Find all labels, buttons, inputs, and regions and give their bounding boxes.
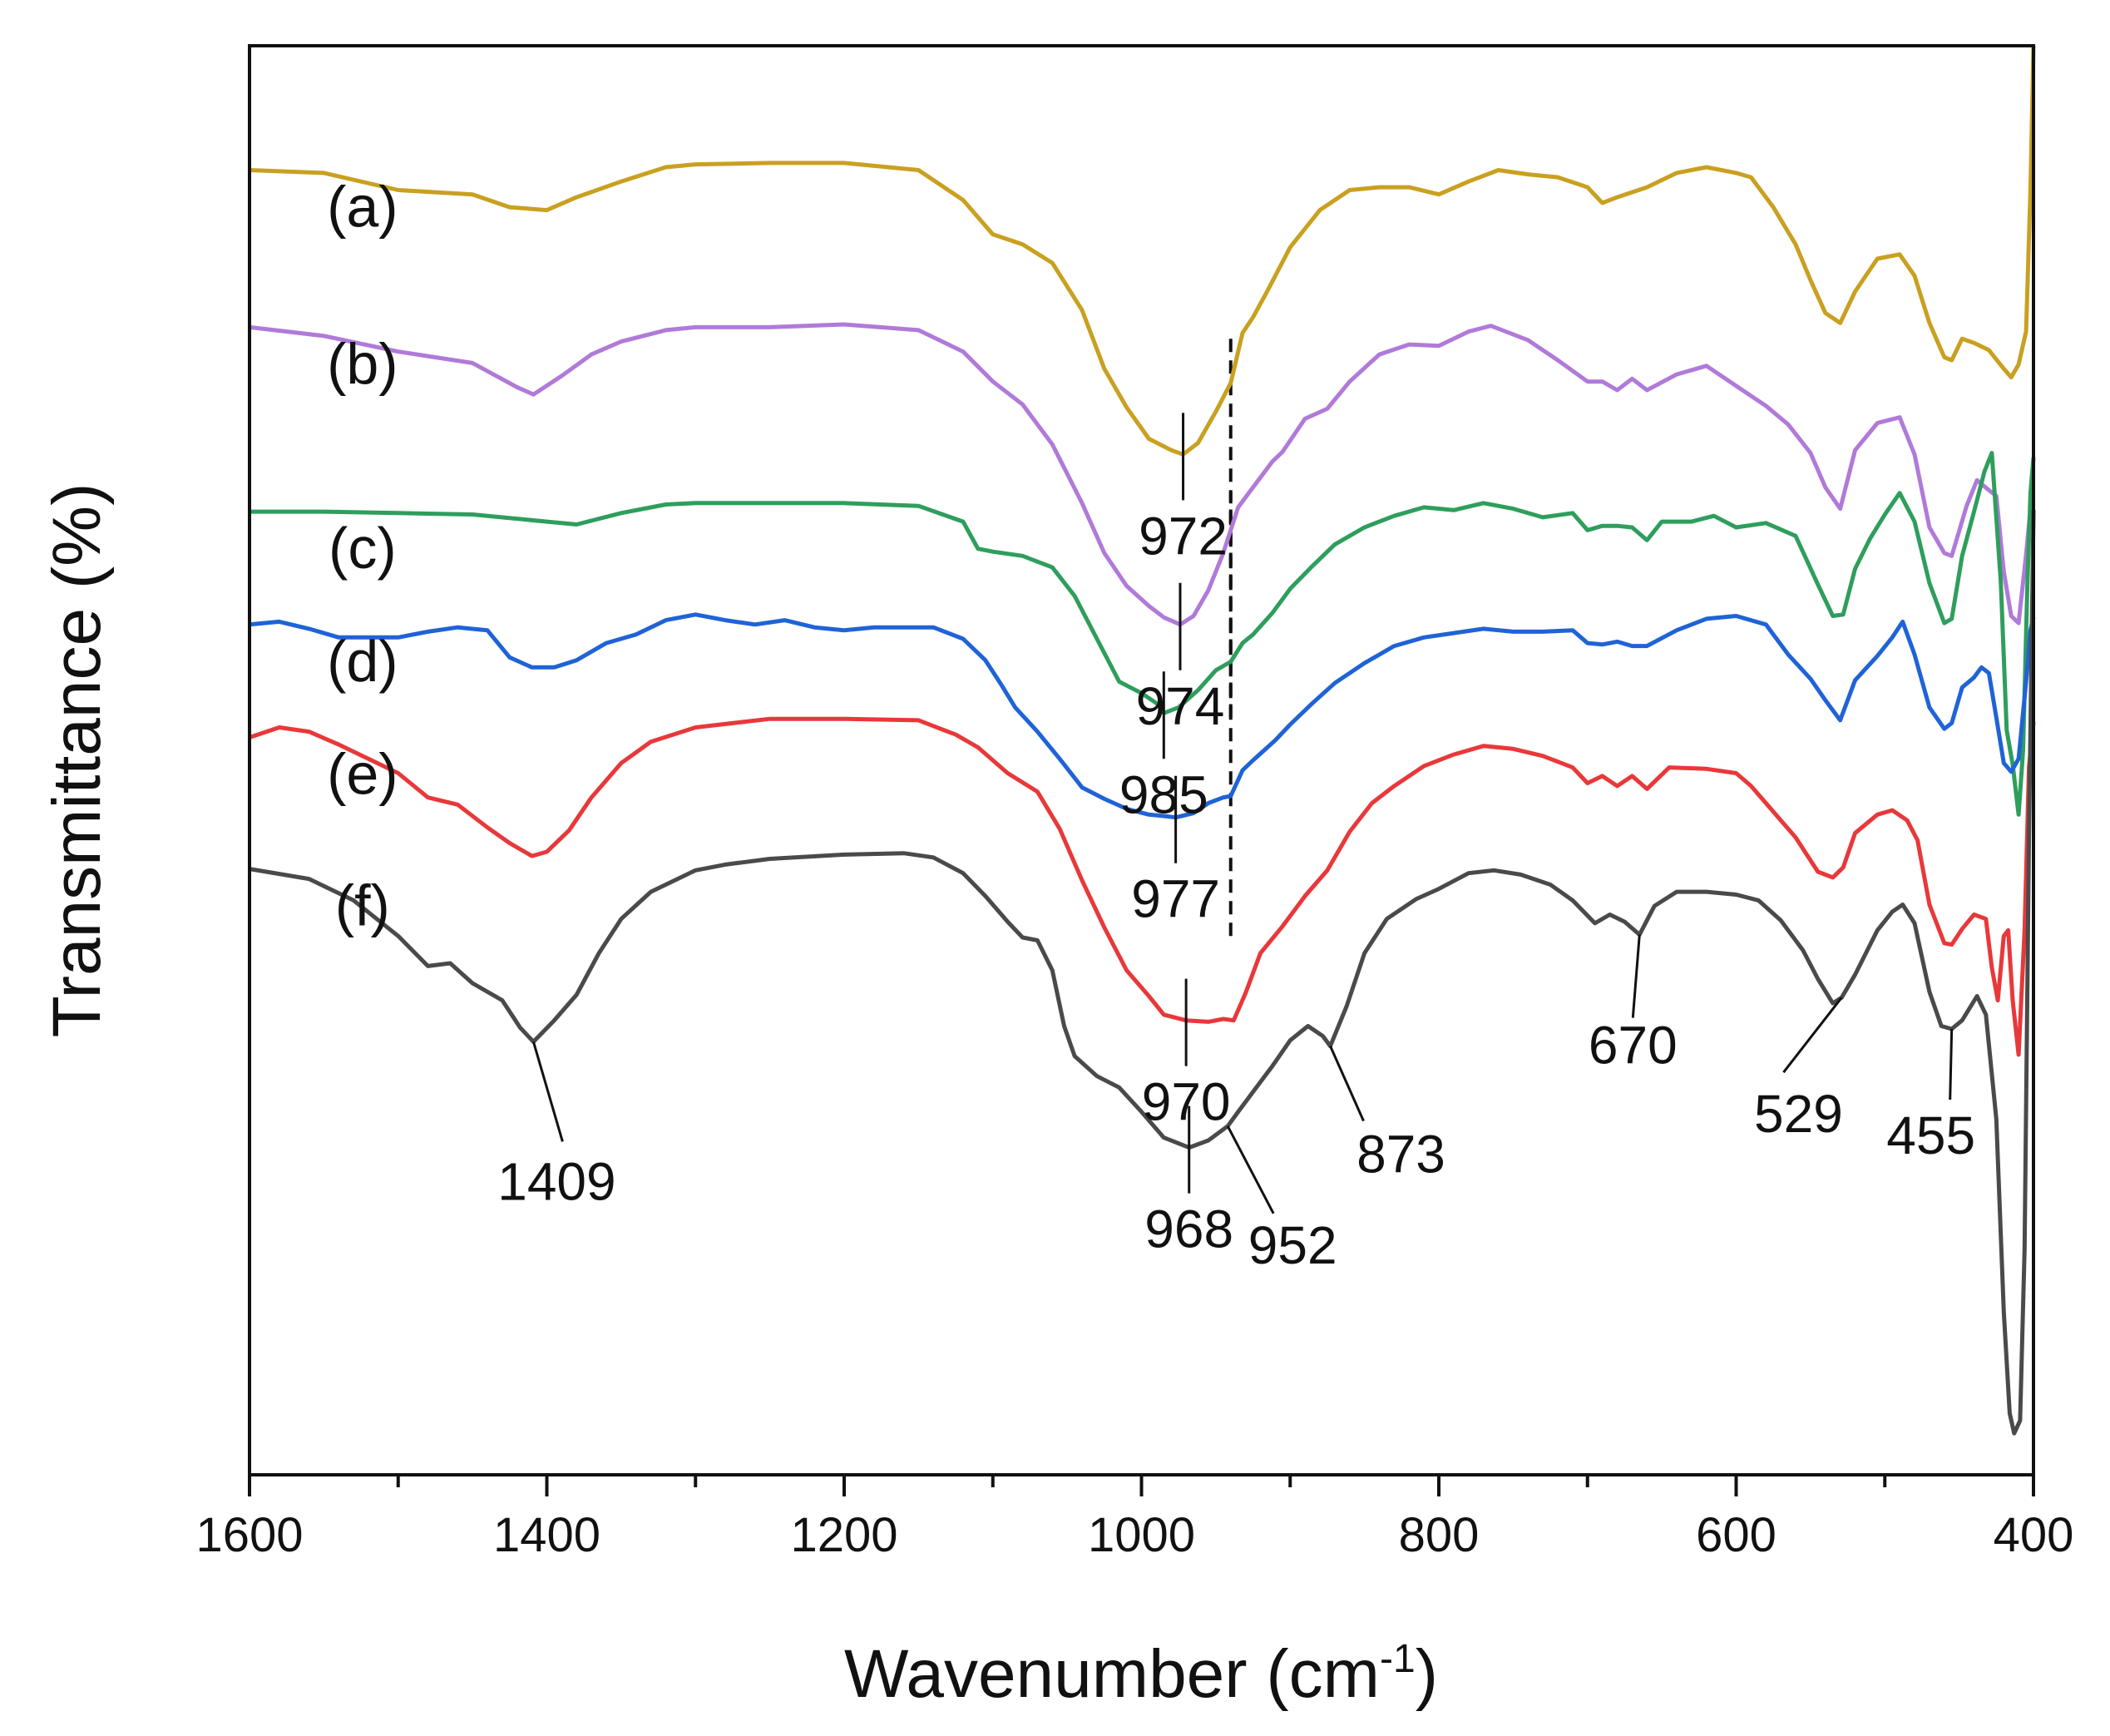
peak-label: 977 xyxy=(1131,869,1220,929)
plot-frame xyxy=(248,44,2035,1476)
peak-label: 985 xyxy=(1119,764,1208,824)
x-tick-label: 1600 xyxy=(195,1508,303,1562)
x-tick-label: 1000 xyxy=(1088,1508,1195,1562)
x-axis-title-close: ) xyxy=(1416,1636,1438,1712)
plot-area: (a) (b) (c) (d) (e) (f) 972 974 985 977 970 968 952 1… xyxy=(249,45,2036,1436)
peak-label: 873 xyxy=(1356,1125,1445,1185)
peak-label: 970 xyxy=(1142,1072,1231,1132)
series-line-a xyxy=(249,45,2036,457)
series-line-b xyxy=(249,322,2036,627)
series-line-f xyxy=(249,510,2036,1436)
series-label-a: (a) xyxy=(327,174,398,239)
x-axis-title: Wavenumber (cm-1) xyxy=(844,1636,1438,1712)
series-line-d xyxy=(249,612,2036,820)
annotation-leader xyxy=(1226,1125,1275,1214)
series-label-d: (d) xyxy=(327,629,398,694)
annotation-leader xyxy=(1949,1028,1954,1100)
peak-label: 952 xyxy=(1248,1215,1337,1275)
peak-label: 968 xyxy=(1144,1199,1233,1259)
series-line-c xyxy=(250,451,2036,817)
series-line-e xyxy=(249,716,2036,1057)
series-label-c: (c) xyxy=(329,516,397,581)
x-tick-label: 1200 xyxy=(790,1508,897,1562)
x-tick-label: 1400 xyxy=(493,1508,600,1562)
x-tick-label: 600 xyxy=(1696,1508,1776,1562)
x-tick-label: 800 xyxy=(1399,1508,1480,1562)
x-tick-label: 400 xyxy=(1994,1508,2074,1562)
peak-label: 1409 xyxy=(497,1151,615,1211)
series-label-e: (e) xyxy=(327,742,398,807)
peak-label: 974 xyxy=(1136,676,1225,736)
x-axis-title-main: Wavenumber (cm xyxy=(844,1636,1380,1712)
peak-label: 529 xyxy=(1754,1084,1843,1144)
x-axis-title-sup: -1 xyxy=(1380,1637,1416,1681)
annotation-leader xyxy=(1329,1045,1365,1122)
annotation-leader xyxy=(1631,934,1641,1018)
peak-label: 972 xyxy=(1139,506,1228,566)
y-axis-title: Transmittance (%) xyxy=(39,483,115,1038)
annotation-leader xyxy=(1782,997,1843,1074)
series-label-b: (b) xyxy=(327,331,398,396)
series-label-f: (f) xyxy=(335,873,390,938)
peak-label: 455 xyxy=(1886,1105,1975,1165)
annotation-leader xyxy=(531,1041,564,1142)
peak-label: 670 xyxy=(1589,1016,1678,1076)
x-axis: 1600 1400 1200 1000 800 600 400 xyxy=(195,1475,2073,1562)
